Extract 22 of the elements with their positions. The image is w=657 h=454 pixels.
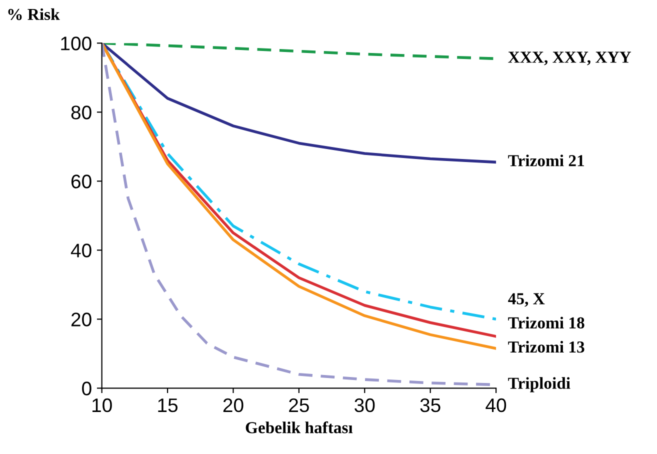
series-label: Triploidi	[508, 377, 570, 392]
x-tick-label: 10	[92, 398, 112, 412]
series-label: Trizomi 13	[508, 340, 584, 353]
x-tick-label: 30	[354, 398, 375, 412]
y-tick-label: 40	[70, 244, 92, 258]
y-tick-label: 100	[61, 36, 92, 50]
y-tick-label: 80	[71, 106, 92, 120]
x-axis-title: Gebelik haftası	[246, 421, 353, 434]
y-tick-label: 60	[71, 174, 92, 188]
series-label: XXX, XXY, XYY	[508, 52, 632, 66]
series-label: Trizomi 21	[508, 154, 584, 166]
series-label: 45, X	[508, 293, 545, 307]
x-tick-label: 20	[223, 398, 244, 412]
series-label: Trizomi 18	[508, 316, 584, 329]
y-tick-label: 20	[71, 312, 92, 326]
x-tick-label: 15	[158, 398, 178, 412]
y-tick-label: 0	[82, 382, 92, 396]
x-tick-label: 40	[486, 398, 506, 412]
x-tick-label: 35	[420, 398, 440, 412]
y-axis-title: % Risk	[8, 8, 60, 20]
x-tick-label: 25	[289, 398, 309, 412]
line-series	[102, 43, 496, 164]
